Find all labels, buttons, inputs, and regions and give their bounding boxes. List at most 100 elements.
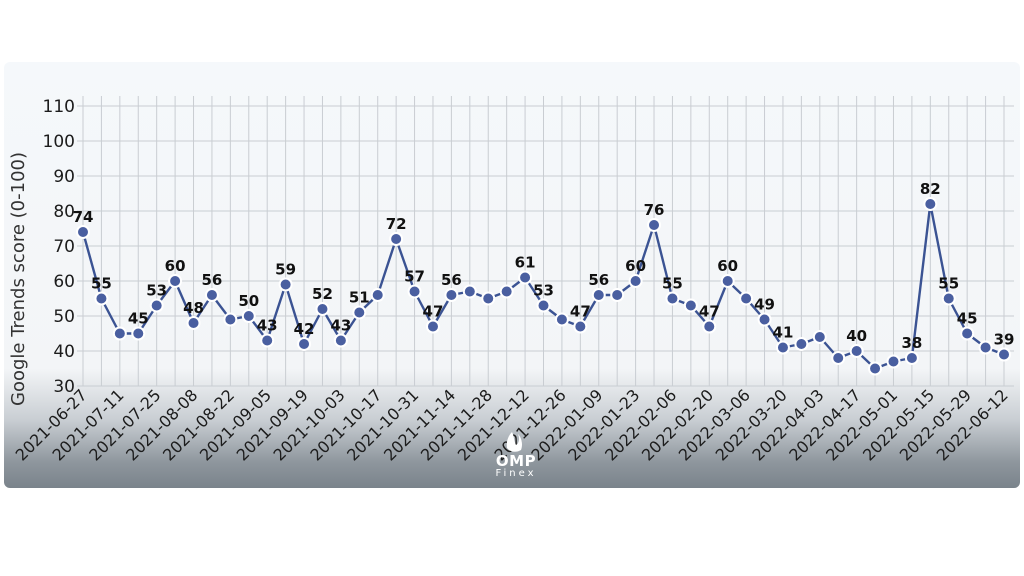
data-point-7 [204,288,219,302]
data-point-12 [297,337,312,351]
data-label-28: 56 [588,271,609,289]
data-point-11 [278,277,293,292]
data-label-37: 49 [754,296,775,314]
data-point-41 [831,351,846,365]
data-point-6 [186,316,201,330]
data-point-32 [665,291,680,306]
data-label-32: 55 [662,275,683,293]
data-point-49 [978,340,993,355]
y-tick-label-3: 60 [53,272,75,292]
data-point-38 [775,340,790,355]
data-point-28 [591,288,606,302]
data-point-31 [647,218,662,232]
data-label-6: 48 [183,299,204,317]
data-point-46 [923,197,938,211]
data-label-27: 47 [570,303,591,321]
y-tick-label-6: 90 [53,167,75,187]
data-point-29 [610,288,625,302]
line-chart: 30 40 50 60 70 80 90 100 110 Google Trends score… [8,96,1015,465]
data-point-25 [536,298,551,313]
data-label-46: 82 [920,180,941,198]
data-point-35 [720,274,735,288]
data-label-15: 51 [349,289,370,307]
data-label-10: 43 [257,317,278,335]
data-label-45: 38 [901,334,922,352]
data-point-33 [683,298,698,313]
data-point-43 [868,361,883,376]
y-axis-label: Google Trends score (0-100) [8,152,29,406]
data-label-1: 55 [91,275,112,293]
data-label-25: 53 [533,282,554,300]
y-tick-label-8: 110 [43,97,75,117]
data-label-3: 45 [128,310,149,328]
data-label-12: 42 [294,320,315,338]
data-label-7: 56 [202,271,223,289]
data-point-3 [131,326,146,341]
data-point-42 [849,344,864,358]
data-label-47: 55 [938,275,959,293]
y-tick-label-7: 100 [43,132,75,152]
data-point-18 [407,284,422,299]
data-point-39 [794,337,809,351]
data-point-44 [886,354,901,369]
data-label-4: 53 [146,282,167,300]
data-point-24 [518,270,533,285]
data-label-38: 41 [773,324,794,342]
data-label-50: 39 [994,331,1015,349]
y-tick-label-5: 80 [53,202,75,222]
data-point-34 [702,319,717,334]
data-label-30: 60 [625,257,646,275]
watermark-main-text: OMP [495,452,537,470]
data-point-0 [76,225,90,239]
data-point-48 [960,326,975,341]
data-markers [76,197,1011,376]
data-label-5: 60 [165,257,186,275]
omp-finex-watermark: OMP Finex [476,428,556,484]
y-tick-label-4: 70 [53,237,75,257]
data-point-10 [260,333,275,348]
data-label-20: 56 [441,271,462,289]
y-tick-label-1: 40 [53,342,75,362]
data-label-0: 74 [73,208,94,226]
data-label-24: 61 [515,254,536,272]
data-point-15 [352,305,367,320]
data-point-37 [757,312,772,327]
data-point-22 [481,291,496,306]
data-point-26 [554,312,569,327]
watermark-sub-text: Finex [495,468,537,479]
data-point-47 [941,291,956,306]
data-label-19: 47 [423,303,444,321]
data-label-13: 52 [312,285,333,303]
data-label-9: 50 [238,292,259,310]
data-point-8 [223,312,238,327]
data-point-19 [425,319,440,334]
data-point-4 [149,298,164,313]
bull-logo-icon [506,432,522,452]
y-axis-ticks: 30 40 50 60 70 80 90 100 110 [43,97,75,397]
data-label-35: 60 [717,257,738,275]
data-point-36 [739,291,754,306]
data-point-21 [462,284,477,299]
data-point-13 [315,302,330,316]
data-label-48: 45 [957,310,978,328]
data-point-50 [997,347,1011,362]
data-point-27 [573,319,588,334]
data-point-5 [168,274,183,288]
grid [77,96,1014,387]
data-point-40 [812,330,827,344]
y-tick-label-2: 50 [53,307,75,327]
data-point-2 [112,326,127,341]
data-point-20 [444,288,459,302]
data-labels: 74 55 45 53 60 48 56 50 43 59 42 52 43 51 72 57 47 56 61 53… [73,180,1015,352]
data-point-9 [241,309,256,323]
data-point-30 [628,274,643,288]
y-tick-label-0: 30 [53,377,75,397]
chart-card: 30 40 50 60 70 80 90 100 110 Google Trends score… [4,62,1020,488]
data-label-11: 59 [275,261,296,279]
data-label-31: 76 [644,201,665,219]
data-point-14 [333,333,348,348]
data-label-17: 72 [386,215,407,233]
data-point-23 [499,284,514,299]
data-label-18: 57 [404,268,425,286]
data-label-42: 40 [846,327,867,345]
